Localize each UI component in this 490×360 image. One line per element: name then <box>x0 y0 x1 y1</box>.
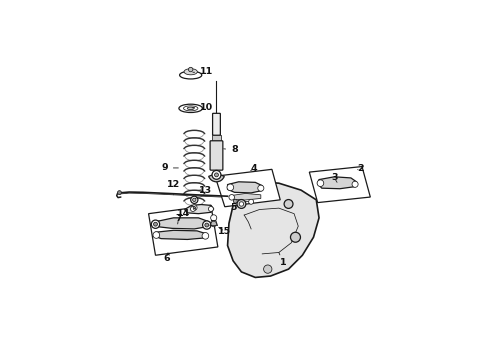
Text: 12: 12 <box>167 180 180 195</box>
Text: 14: 14 <box>177 209 195 218</box>
Text: 1: 1 <box>279 252 286 267</box>
Text: 10: 10 <box>192 103 213 112</box>
FancyBboxPatch shape <box>210 141 223 170</box>
Ellipse shape <box>183 106 198 111</box>
Circle shape <box>248 199 254 204</box>
Circle shape <box>291 232 300 242</box>
Circle shape <box>118 191 122 194</box>
Ellipse shape <box>184 69 197 75</box>
Polygon shape <box>318 177 356 189</box>
Text: 7: 7 <box>175 214 182 224</box>
Circle shape <box>193 198 196 202</box>
Text: 13: 13 <box>196 186 213 198</box>
Circle shape <box>233 199 237 203</box>
Text: 6: 6 <box>163 253 170 262</box>
Text: 9: 9 <box>161 163 178 172</box>
Polygon shape <box>148 205 218 255</box>
Circle shape <box>237 199 246 208</box>
Circle shape <box>192 205 197 210</box>
Text: 4: 4 <box>250 164 257 173</box>
Polygon shape <box>230 193 261 200</box>
Polygon shape <box>154 230 207 239</box>
Ellipse shape <box>180 71 202 79</box>
Circle shape <box>208 207 214 211</box>
Text: 3: 3 <box>331 173 338 183</box>
Circle shape <box>202 233 209 239</box>
Text: 2: 2 <box>357 164 364 173</box>
Circle shape <box>258 185 264 191</box>
Circle shape <box>153 232 160 238</box>
Polygon shape <box>215 169 280 207</box>
Polygon shape <box>309 167 370 203</box>
Polygon shape <box>185 204 214 214</box>
Polygon shape <box>153 218 208 229</box>
Bar <box>212 135 221 141</box>
Polygon shape <box>227 182 262 193</box>
Circle shape <box>153 222 157 226</box>
Circle shape <box>317 180 324 186</box>
Circle shape <box>211 221 217 227</box>
Circle shape <box>191 207 196 211</box>
Circle shape <box>264 265 272 273</box>
Text: 11: 11 <box>193 67 214 76</box>
Circle shape <box>205 223 209 227</box>
FancyBboxPatch shape <box>213 113 220 135</box>
Circle shape <box>212 170 221 179</box>
Ellipse shape <box>179 104 202 112</box>
Circle shape <box>215 173 219 177</box>
Circle shape <box>239 202 244 206</box>
Circle shape <box>203 221 211 229</box>
Wedge shape <box>209 174 224 182</box>
Circle shape <box>191 196 198 203</box>
Text: 5: 5 <box>230 203 236 212</box>
Circle shape <box>211 215 217 221</box>
Text: 15: 15 <box>218 227 231 236</box>
Circle shape <box>189 67 193 72</box>
Circle shape <box>227 184 234 191</box>
Circle shape <box>151 220 160 228</box>
Polygon shape <box>227 182 319 278</box>
Text: 8: 8 <box>223 145 238 154</box>
Circle shape <box>229 194 235 200</box>
Circle shape <box>193 207 196 209</box>
Ellipse shape <box>187 107 194 109</box>
Circle shape <box>284 199 293 208</box>
Circle shape <box>352 181 358 187</box>
